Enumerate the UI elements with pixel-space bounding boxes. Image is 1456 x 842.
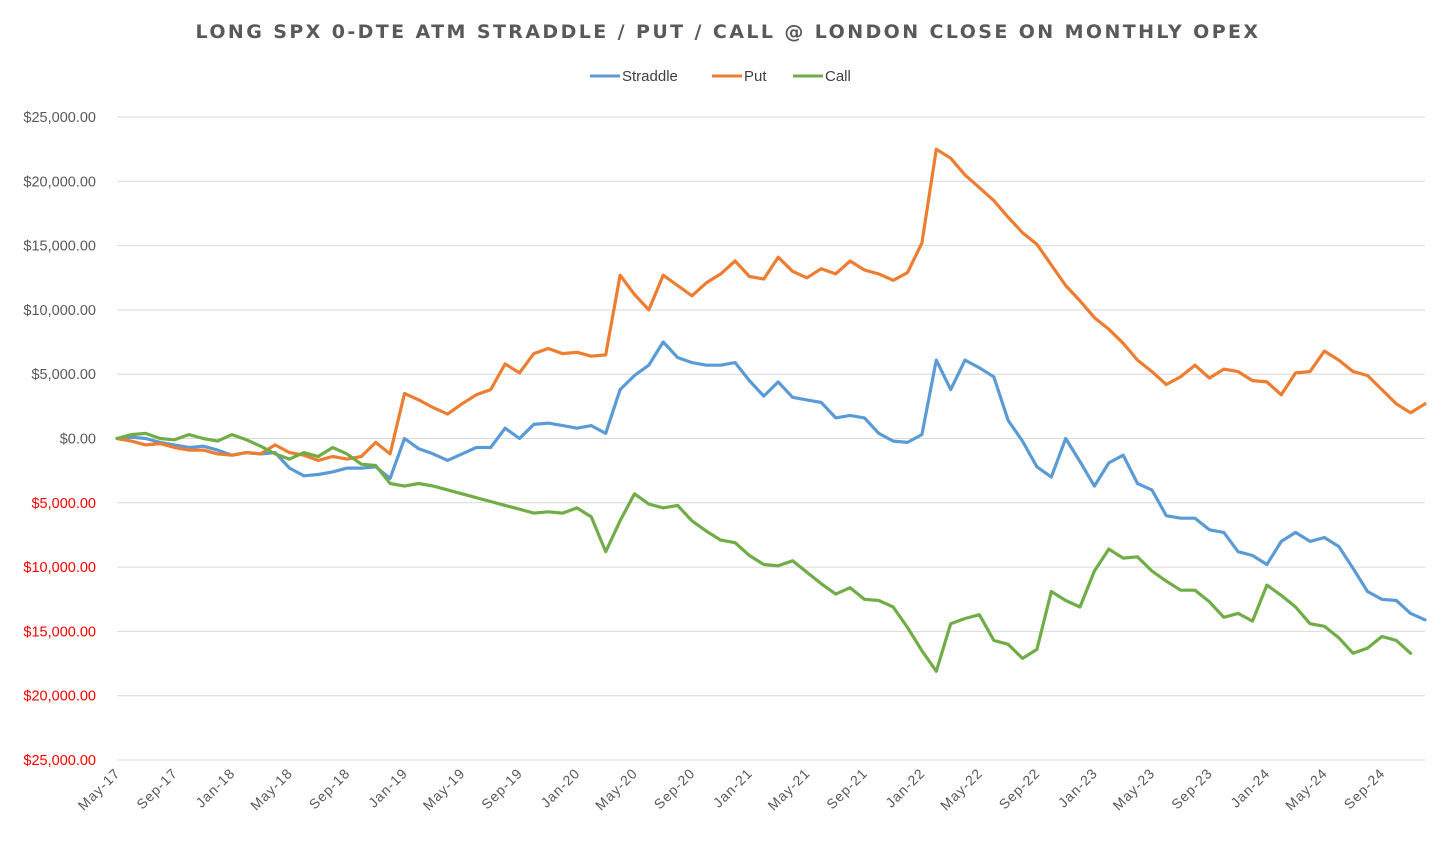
legend-label-call: Call: [825, 68, 851, 85]
y-tick-label: $5,000.00: [31, 496, 96, 512]
y-tick-label: $10,000.00: [23, 560, 96, 576]
x-tick-label: Jan-18: [192, 765, 238, 811]
x-tick-label: May-17: [75, 765, 124, 814]
x-tick-label: Sep-18: [306, 765, 353, 812]
x-tick-label: May-23: [1109, 765, 1158, 814]
x-tick-label: Sep-17: [133, 765, 180, 812]
x-tick-label: Sep-21: [823, 765, 870, 812]
x-tick-label: Jan-21: [710, 765, 756, 811]
y-tick-label: $10,000.00: [23, 303, 96, 319]
x-tick-label: Jan-19: [365, 765, 411, 811]
x-tick-label: May-19: [420, 765, 469, 814]
y-tick-label: $20,000.00: [23, 174, 96, 190]
x-axis: May-17 Sep-17 Jan-18 May-18 Sep-18 Jan-19 May-…: [75, 765, 1388, 814]
x-tick-label: Sep-23: [1168, 765, 1215, 812]
x-tick-label: May-21: [764, 765, 813, 814]
y-tick-label: $25,000.00: [23, 753, 96, 769]
y-tick-label: $0.00: [60, 432, 96, 448]
y-tick-label: $20,000.00: [23, 689, 96, 705]
y-axis: $25,000.00 $20,000.00 $15,000.00 $10,000.00…: [23, 110, 96, 769]
x-tick-label: Sep-24: [1341, 765, 1388, 812]
y-tick-label: $15,000.00: [23, 624, 96, 640]
legend: Straddle Put Call: [590, 68, 851, 85]
x-tick-label: May-22: [937, 765, 986, 814]
x-tick-label: Jan-20: [537, 765, 583, 811]
y-tick-label: $25,000.00: [23, 110, 96, 126]
series-line-put: [115, 147, 1427, 462]
x-tick-label: May-18: [247, 765, 296, 814]
series-line-call: [115, 431, 1413, 673]
y-tick-label: $15,000.00: [23, 239, 96, 255]
x-tick-label: Sep-22: [996, 765, 1043, 812]
series-line-straddle: [115, 340, 1427, 622]
x-tick-label: May-20: [592, 765, 641, 814]
x-tick-label: Jan-22: [882, 765, 928, 811]
x-tick-label: Jan-24: [1227, 765, 1273, 811]
x-tick-label: Sep-19: [478, 765, 525, 812]
legend-label-straddle: Straddle: [622, 68, 678, 85]
x-tick-label: Jan-23: [1055, 765, 1101, 811]
y-tick-label: $5,000.00: [31, 367, 96, 383]
gridlines: [117, 116, 1425, 761]
plot-series: [115, 147, 1427, 673]
x-tick-label: Sep-20: [651, 765, 698, 812]
chart-title: LONG SPX 0-DTE ATM STRADDLE / PUT / CALL…: [196, 21, 1261, 43]
x-tick-label: May-24: [1282, 765, 1331, 814]
legend-label-put: Put: [744, 68, 767, 85]
